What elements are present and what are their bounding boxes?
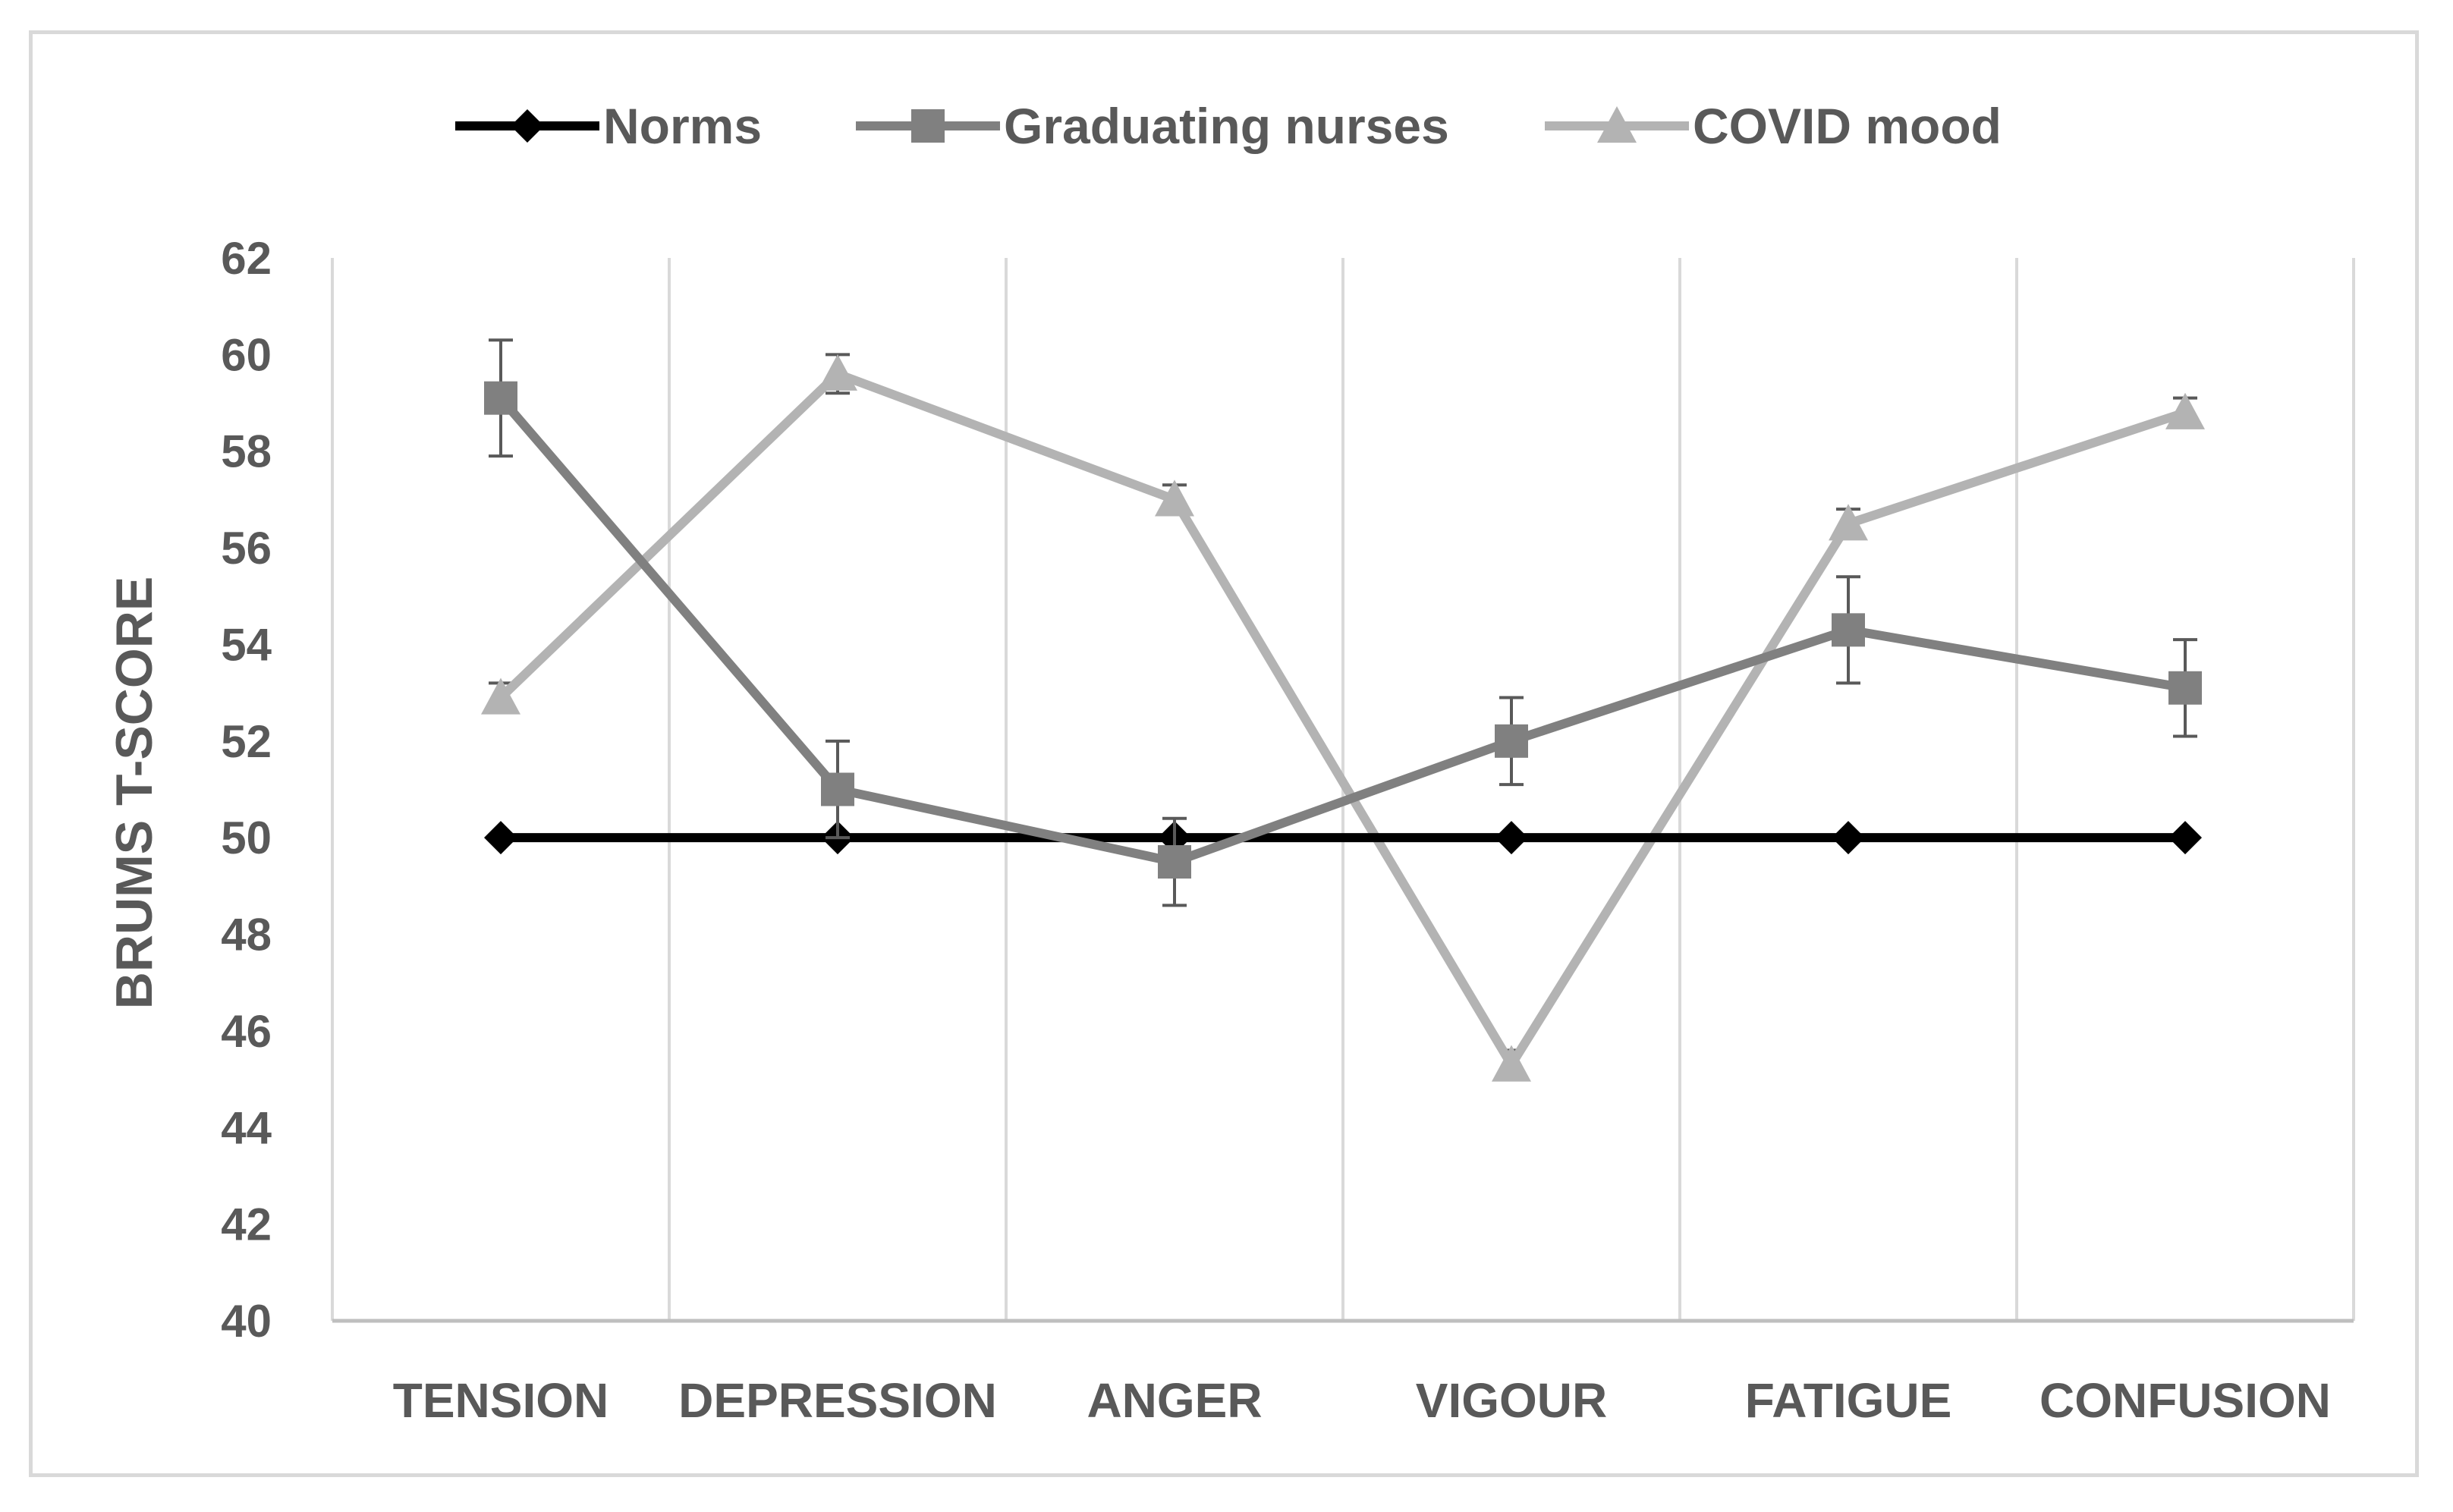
legend-label: Norms — [603, 98, 762, 154]
series-group — [481, 338, 2205, 1082]
x-category-label: DEPRESSION — [678, 1373, 997, 1428]
y-tick-label: 60 — [221, 329, 272, 380]
data-point — [1829, 504, 1868, 541]
legend-marker — [1597, 106, 1637, 143]
data-point — [818, 354, 857, 391]
y-tick-label: 50 — [221, 813, 272, 863]
y-tick-label: 56 — [221, 523, 272, 574]
y-tick-label: 54 — [221, 619, 272, 670]
axes: 40 42 44 46 48 50 52 54 56 58 60 62 TENSION DEPRESSIO… — [221, 233, 2354, 1428]
x-category-label: TENSION — [393, 1373, 609, 1428]
data-point — [484, 381, 517, 415]
legend-marker — [911, 109, 945, 143]
x-category-label: FATIGUE — [1745, 1373, 1952, 1428]
series-graduating-nurses — [484, 338, 2202, 907]
series-line — [497, 369, 2187, 1070]
x-category-label: ANGER — [1087, 1373, 1262, 1428]
legend-item: COVID mood — [1545, 98, 2002, 154]
legend-label: COVID mood — [1693, 98, 2002, 154]
series-norms — [484, 821, 2202, 855]
y-tick-label: 46 — [221, 1006, 272, 1057]
y-tick-label: 42 — [221, 1199, 272, 1250]
x-category-label: VIGOUR — [1416, 1373, 1607, 1428]
chart-frame — [29, 30, 2419, 1477]
y-tick-label: 52 — [221, 716, 272, 767]
data-point — [821, 772, 854, 806]
data-point — [2168, 671, 2202, 705]
data-point — [1492, 1045, 1531, 1082]
data-point — [481, 677, 520, 715]
data-point — [2168, 821, 2202, 855]
series-line — [497, 395, 2187, 867]
data-point — [1832, 613, 1865, 647]
legend-marker — [511, 109, 544, 143]
data-point — [1832, 821, 1865, 855]
data-point — [1155, 479, 1194, 517]
data-point — [1158, 845, 1191, 879]
y-tick-label: 44 — [221, 1102, 272, 1153]
legend-item: Norms — [455, 98, 762, 154]
y-tick-label: 62 — [221, 233, 272, 284]
legend-item: Graduating nurses — [856, 98, 1449, 154]
y-tick-label: 58 — [221, 426, 272, 477]
series-covid-mood — [481, 353, 2205, 1082]
data-point — [1495, 724, 1528, 758]
data-point — [1495, 821, 1528, 855]
y-tick-label: 48 — [221, 910, 272, 960]
legend-label: Graduating nurses — [1004, 98, 1449, 154]
y-tick-label: 40 — [221, 1296, 272, 1347]
data-point — [484, 821, 517, 855]
data-point — [2165, 392, 2205, 429]
legend: Norms Graduating nurses COVID mood — [455, 98, 2002, 154]
x-category-label: CONFUSION — [2039, 1373, 2331, 1428]
y-axis-title: BRUMS T-SCORE — [105, 577, 163, 1009]
